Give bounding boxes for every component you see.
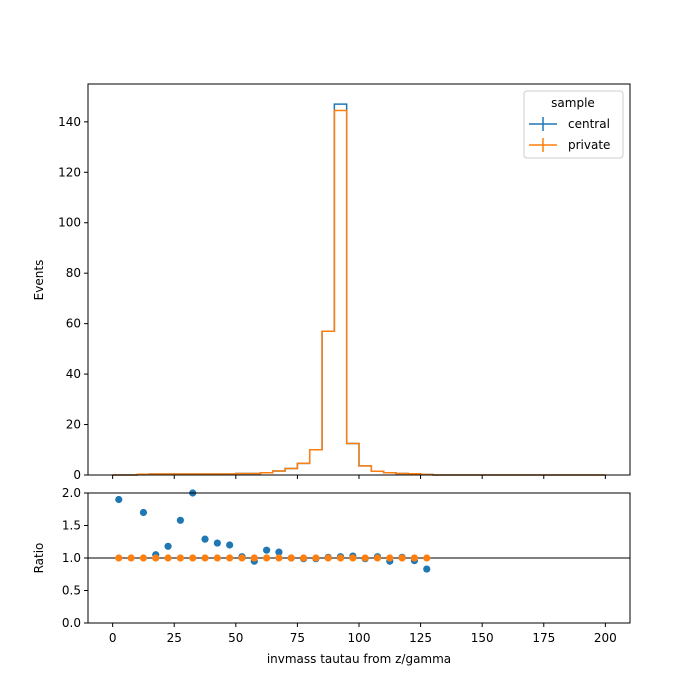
ratio-point-private: [275, 554, 283, 562]
ratio-point-central: [226, 541, 234, 549]
ratio-point-private: [139, 554, 148, 562]
ratio-point-private: [336, 554, 345, 562]
ratio-y-tick-label: 1.5: [62, 519, 81, 533]
x-tick-label: 50: [228, 631, 243, 645]
legend-entry-private: private: [529, 138, 610, 152]
ratio-point-private: [410, 554, 419, 562]
ratio-point-central: [275, 548, 283, 556]
ratio-point-central: [201, 535, 209, 543]
legend: sample central private: [523, 90, 624, 159]
main-y-tick-label: 0: [73, 468, 81, 482]
ratio-point-private: [312, 554, 320, 562]
ratio-point-private: [115, 554, 123, 562]
legend-entry-central: central: [529, 117, 610, 131]
ratio-point-private: [213, 554, 221, 562]
ratio-point-private: [373, 554, 382, 562]
ratio-point-private: [164, 554, 172, 562]
ratio-point-central: [115, 495, 123, 504]
ratio-y-tick-label: 1.0: [62, 551, 81, 565]
x-tick-label: 125: [409, 631, 432, 645]
main-y-axis-label: Events: [32, 260, 46, 301]
x-tick-label: 150: [471, 631, 494, 645]
ratio-point-private: [226, 554, 234, 562]
legend-box: [523, 90, 624, 159]
ratio-point-central: [213, 539, 221, 547]
ratio-point-private: [299, 554, 308, 562]
ratio-y-tick-label: 0.5: [62, 584, 81, 598]
ratio-point-private: [152, 554, 160, 562]
x-tick-label: 25: [167, 631, 182, 645]
legend-title: sample: [551, 96, 595, 110]
x-tick-label: 0: [109, 631, 117, 645]
ratio-point-private: [189, 554, 197, 562]
ratio-point-private: [127, 554, 135, 562]
x-axis-label: invmass tautau from z/gamma: [267, 652, 451, 666]
ratio-point-central: [176, 516, 184, 524]
ratio-point-private: [349, 554, 357, 562]
main-y-tick-label: 20: [66, 418, 81, 432]
main-histogram-plot: 0 20 40 60 80 100 120 140 Events: [32, 83, 631, 482]
ratio-point-private: [386, 554, 394, 562]
ratio-point-private: [263, 554, 271, 562]
main-plot-frame: [87, 83, 631, 476]
ratio-point-private: [250, 554, 258, 562]
ratio-plot-frame: [87, 492, 631, 624]
ratio-y-tick-label: 0.0: [62, 616, 81, 630]
x-tick-label: 175: [532, 631, 555, 645]
ratio-point-private: [201, 554, 209, 562]
ratio-point-central: [139, 508, 148, 517]
ratio-point-central: [263, 546, 271, 554]
ratio-plot: 0.0 0.5 1.0 1.5 2.0 0 25 50 75 100 125 150 175 200 R…: [32, 486, 631, 666]
main-y-tick-label: 140: [58, 115, 81, 129]
ratio-point-central: [423, 565, 431, 573]
ratio-point-private: [423, 554, 431, 562]
main-y-tick-label: 80: [66, 266, 81, 280]
main-y-tick-label: 40: [66, 367, 81, 381]
legend-central-label: central: [568, 117, 610, 131]
x-tick-label: 200: [594, 631, 617, 645]
x-tick-label: 100: [348, 631, 371, 645]
ratio-point-private: [176, 554, 184, 562]
ratio-y-tick-label: 2.0: [62, 486, 81, 500]
x-tick-label: 75: [290, 631, 305, 645]
ratio-y-axis-label: Ratio: [32, 543, 46, 574]
main-y-tick-label: 60: [66, 317, 81, 331]
ratio-point-central: [164, 542, 172, 550]
ratio-point-private: [287, 554, 295, 562]
ratio-point-private: [398, 554, 406, 562]
ratio-point-private: [238, 554, 246, 562]
ratio-point-private: [361, 554, 369, 562]
legend-private-label: private: [568, 138, 610, 152]
ratio-point-private: [324, 554, 332, 562]
main-y-tick-label: 120: [58, 165, 81, 179]
main-y-tick-label: 100: [58, 216, 81, 230]
